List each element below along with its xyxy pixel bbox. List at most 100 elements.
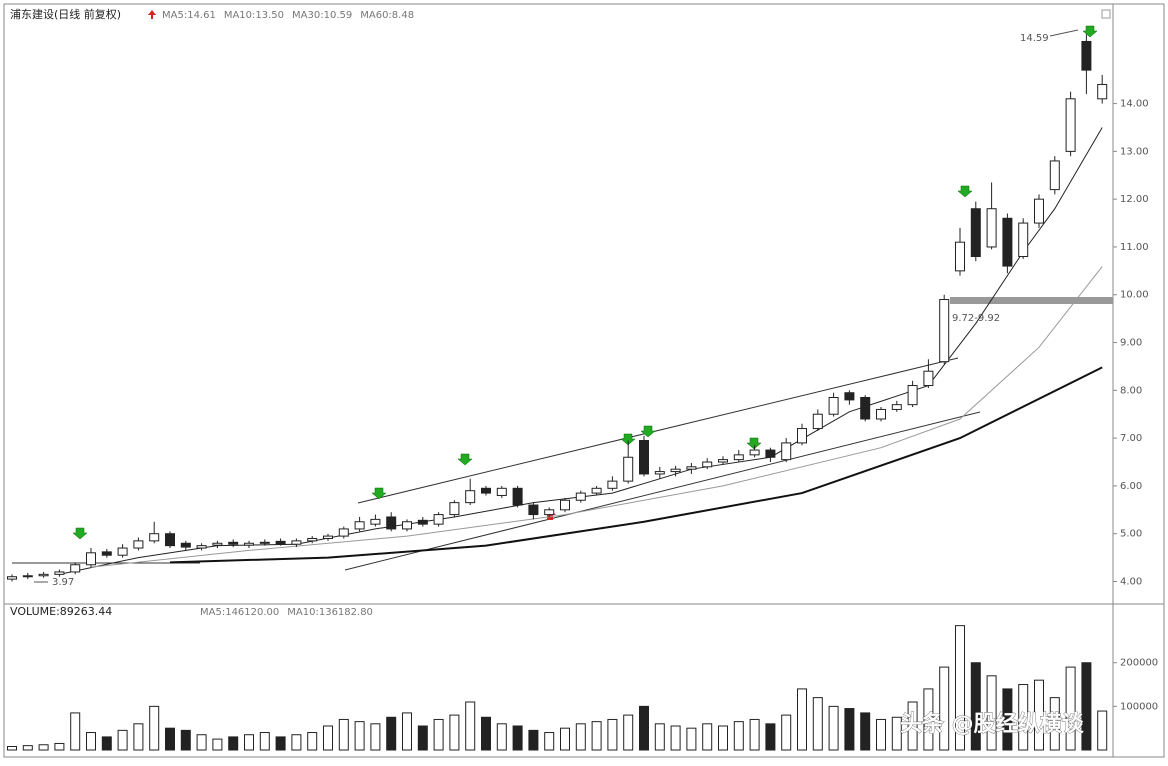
candle-body	[828, 396, 839, 415]
candle-body	[812, 413, 823, 430]
candle-body	[781, 442, 792, 461]
volume-bar	[323, 725, 333, 751]
candle-body	[797, 428, 807, 444]
volume-bar	[38, 744, 49, 751]
volume-bar	[939, 666, 950, 751]
y-tick-label: 4.00	[1120, 576, 1142, 587]
volume-bar	[970, 662, 981, 751]
volume-bar	[196, 734, 207, 751]
candle-body	[133, 540, 144, 549]
plot: 4.00 5.00 6.00 7.00 8.00 9.00 10.00 11.00 12.00 1…	[7, 34, 1158, 751]
volume-bar	[149, 705, 160, 751]
volume-bar	[354, 721, 365, 751]
ma-line	[59, 127, 1103, 575]
volume-bar	[923, 688, 934, 751]
volume-bar	[212, 738, 223, 751]
volume-bar	[86, 732, 96, 751]
candle-body	[291, 540, 302, 545]
volume-bar	[528, 729, 539, 751]
volume-bar	[623, 714, 634, 751]
indicator: MA10:13.50	[224, 10, 284, 21]
volume-bar	[812, 697, 823, 751]
volume-bar	[876, 718, 886, 751]
candle-body	[1097, 83, 1108, 100]
volume-bar	[1018, 684, 1029, 751]
volume-bar	[228, 736, 239, 751]
zone-label: 9.72-9.92	[952, 313, 1000, 324]
candle-body	[307, 537, 318, 542]
volume-bar	[781, 714, 792, 751]
candle-body	[1034, 198, 1044, 224]
volume-indicators: MA5:146120.00 MA10:136182.80	[200, 607, 373, 618]
candle-body	[528, 504, 539, 516]
y-tick-label: 7.00	[1120, 433, 1142, 444]
indicator: MA5:14.61	[162, 10, 216, 21]
candle-body	[986, 208, 997, 248]
candle-body	[180, 542, 191, 548]
volume-bar	[1034, 679, 1044, 751]
volume-bar	[1002, 688, 1013, 751]
candle-body	[970, 208, 981, 258]
candle-body	[212, 542, 223, 546]
candle-body	[591, 487, 602, 494]
ma-line	[90, 266, 1103, 568]
volume-bar	[797, 688, 807, 751]
volume-bar	[1049, 697, 1060, 751]
signal-markers	[72, 25, 1098, 540]
candle-body	[923, 370, 934, 387]
volume-bar	[54, 742, 65, 751]
volume-bar	[1081, 662, 1092, 751]
indicator: MA10:136182.80	[287, 607, 373, 618]
candle-body	[386, 516, 397, 530]
candle-body	[733, 454, 744, 461]
candle-body	[323, 535, 333, 539]
ma-line	[169, 366, 1103, 564]
volume-bar	[560, 727, 570, 751]
y-tick-label: 13.00	[1120, 146, 1149, 157]
high-pointer	[1049, 29, 1079, 37]
y-tick-label: 6.00	[1120, 481, 1142, 492]
candle-body	[402, 521, 412, 530]
candle-body	[149, 533, 160, 542]
volume-bar	[686, 727, 697, 751]
volume-bar	[749, 718, 760, 751]
candle-body	[54, 571, 65, 575]
red-arrow	[148, 10, 156, 19]
candle-body	[1002, 217, 1013, 267]
candle-body	[575, 492, 586, 501]
candle-body	[417, 519, 428, 525]
volume-bar	[275, 736, 286, 751]
volume-title: VOLUME:89263.44	[10, 605, 112, 618]
volume-bar	[307, 732, 318, 751]
candle-body	[354, 521, 365, 530]
channel-line	[357, 357, 959, 504]
volume-bar	[133, 723, 144, 751]
candle-body	[939, 299, 950, 363]
candle-body	[196, 545, 207, 549]
candle-body	[244, 542, 254, 546]
volume-bar	[165, 727, 175, 751]
candle-body	[512, 487, 523, 506]
candle-body	[623, 456, 634, 482]
volume-bar	[1065, 666, 1076, 751]
volume-bar	[180, 729, 191, 751]
volume-bar	[670, 725, 681, 751]
watermark: 头条 @股经纵横谈	[900, 711, 1085, 737]
volume-bar	[591, 721, 602, 751]
corner-box	[1101, 9, 1111, 19]
y-tick-label: 200000	[1120, 658, 1158, 669]
volume-bar	[891, 716, 902, 751]
candle-body	[117, 547, 128, 556]
candle-body	[670, 468, 681, 473]
candle-body	[101, 551, 112, 556]
volume-bar	[259, 732, 270, 751]
volume-bar	[1097, 710, 1108, 751]
volume-bar	[907, 701, 918, 751]
volume-bar	[117, 729, 128, 751]
candle-body	[165, 533, 175, 547]
candle-body	[876, 408, 886, 420]
indicators: MA5:14.61 MA10:13.50 MA30:10.59 MA60:8.48	[162, 10, 414, 21]
candle-body	[70, 564, 81, 573]
volume-bar	[765, 723, 776, 751]
volume-bar	[291, 734, 302, 751]
